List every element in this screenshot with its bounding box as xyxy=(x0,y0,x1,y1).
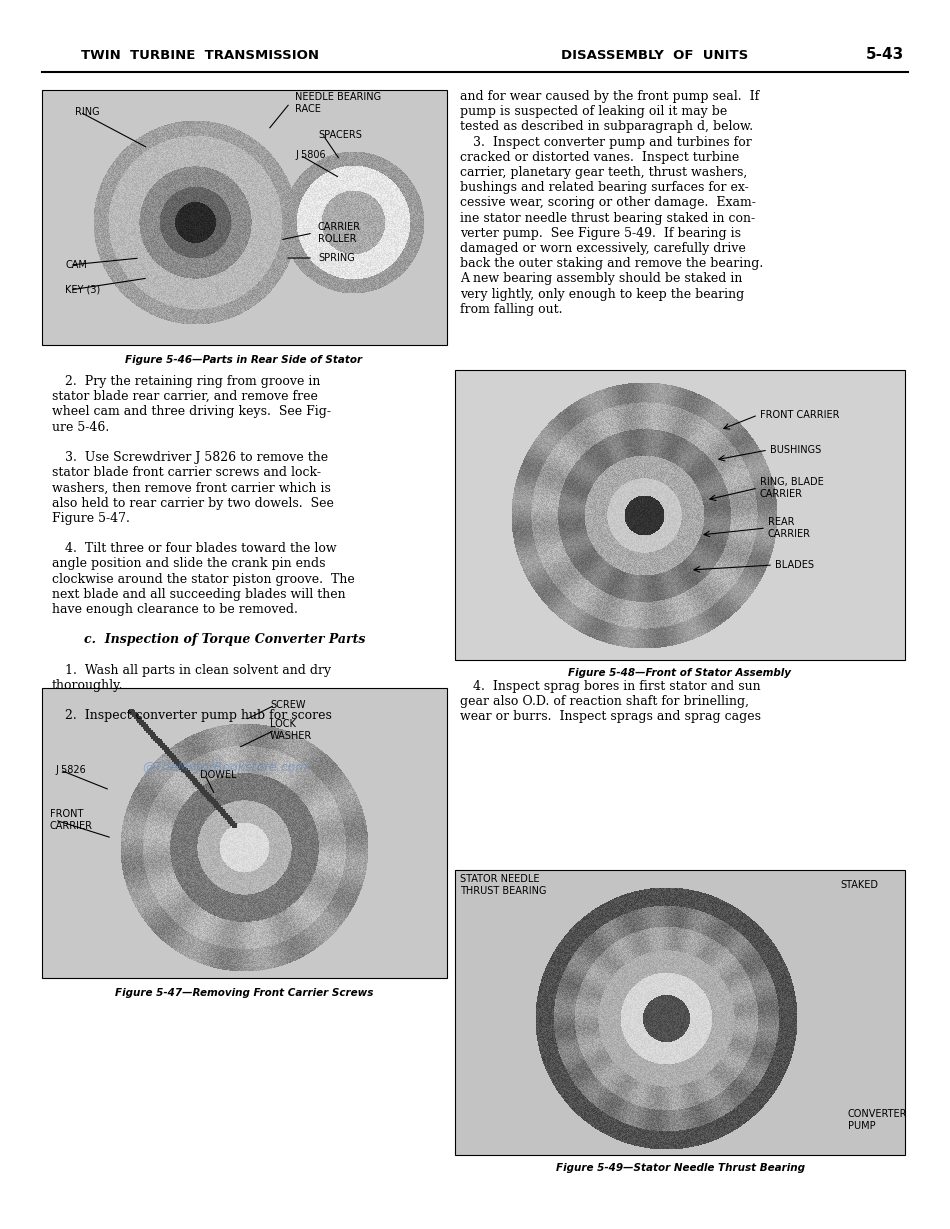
Text: Figure 5-47.: Figure 5-47. xyxy=(52,511,130,525)
Text: 3.  Use Screwdriver J 5826 to remove the: 3. Use Screwdriver J 5826 to remove the xyxy=(65,451,328,465)
Bar xyxy=(455,870,905,1155)
Text: gear also O.D. of reaction shaft for brinelling,: gear also O.D. of reaction shaft for bri… xyxy=(460,696,749,708)
Text: J 5826: J 5826 xyxy=(55,764,86,775)
Text: CAM: CAM xyxy=(65,261,86,270)
Text: CARRIER
ROLLER: CARRIER ROLLER xyxy=(318,222,361,243)
Text: Figure 5-47—Removing Front Carrier Screws: Figure 5-47—Removing Front Carrier Screw… xyxy=(115,988,373,998)
Text: NEEDLE BEARING
RACE: NEEDLE BEARING RACE xyxy=(295,92,381,114)
Bar xyxy=(455,370,905,660)
Text: back the outer staking and remove the bearing.: back the outer staking and remove the be… xyxy=(460,257,763,270)
Text: thoroughly.: thoroughly. xyxy=(52,678,124,692)
Text: angle position and slide the crank pin ends: angle position and slide the crank pin e… xyxy=(52,558,326,570)
Text: 2.  Inspect converter pump hub for scores: 2. Inspect converter pump hub for scores xyxy=(65,709,332,723)
Text: CONVERTER
PUMP: CONVERTER PUMP xyxy=(848,1110,907,1131)
Text: Figure 5-48—Front of Stator Assembly: Figure 5-48—Front of Stator Assembly xyxy=(568,669,791,678)
Bar xyxy=(42,688,447,978)
Text: c.  Inspection of Torque Converter Parts: c. Inspection of Torque Converter Parts xyxy=(85,633,366,646)
Text: FRONT CARRIER: FRONT CARRIER xyxy=(760,410,840,420)
Text: SCREW: SCREW xyxy=(270,701,306,710)
Text: carrier, planetary gear teeth, thrust washers,: carrier, planetary gear teeth, thrust wa… xyxy=(460,166,748,179)
Text: J 5806: J 5806 xyxy=(295,150,326,160)
Text: STAKED: STAKED xyxy=(840,880,878,890)
Text: cessive wear, scoring or other damage.  Exam-: cessive wear, scoring or other damage. E… xyxy=(460,197,756,209)
Text: 3.  Inspect converter pump and turbines for: 3. Inspect converter pump and turbines f… xyxy=(473,135,751,149)
Text: @TheMotorBookstore.com: @TheMotorBookstore.com xyxy=(142,760,308,773)
Text: Figure 5-49—Stator Needle Thrust Bearing: Figure 5-49—Stator Needle Thrust Bearing xyxy=(556,1163,805,1172)
Text: 1.  Wash all parts in clean solvent and dry: 1. Wash all parts in clean solvent and d… xyxy=(65,664,332,677)
Text: DISASSEMBLY  OF  UNITS: DISASSEMBLY OF UNITS xyxy=(561,49,749,61)
Text: clockwise around the stator piston groove.  The: clockwise around the stator piston groov… xyxy=(52,573,354,585)
Text: DOWEL: DOWEL xyxy=(200,771,237,780)
Text: 2.  Pry the retaining ring from groove in: 2. Pry the retaining ring from groove in xyxy=(65,375,320,388)
Text: BUSHINGS: BUSHINGS xyxy=(770,445,821,455)
Text: stator blade front carrier screws and lock-: stator blade front carrier screws and lo… xyxy=(52,466,321,479)
Text: STATOR NEEDLE
THRUST BEARING: STATOR NEEDLE THRUST BEARING xyxy=(460,874,546,896)
Text: pump is suspected of leaking oil it may be: pump is suspected of leaking oil it may … xyxy=(460,106,728,118)
Text: have enough clearance to be removed.: have enough clearance to be removed. xyxy=(52,603,298,616)
Text: from falling out.: from falling out. xyxy=(460,302,562,316)
Text: tested as described in subparagraph d, below.: tested as described in subparagraph d, b… xyxy=(460,120,753,134)
Text: and for wear caused by the front pump seal.  If: and for wear caused by the front pump se… xyxy=(460,90,759,103)
Text: wear or burrs.  Inspect sprags and sprag cages: wear or burrs. Inspect sprags and sprag … xyxy=(460,710,761,724)
Text: A new bearing assembly should be staked in: A new bearing assembly should be staked … xyxy=(460,273,742,285)
Text: SPRING: SPRING xyxy=(318,253,354,263)
Text: ure 5-46.: ure 5-46. xyxy=(52,420,109,434)
Text: KEY (3): KEY (3) xyxy=(65,285,101,295)
Text: very lightly, only enough to keep the bearing: very lightly, only enough to keep the be… xyxy=(460,288,744,301)
Text: cracked or distorted vanes.  Inspect turbine: cracked or distorted vanes. Inspect turb… xyxy=(460,151,739,163)
Text: 5-43: 5-43 xyxy=(865,47,904,61)
Text: BLADES: BLADES xyxy=(775,560,814,570)
Text: LOCK
WASHER: LOCK WASHER xyxy=(270,719,313,741)
Text: RING: RING xyxy=(75,107,100,117)
Text: RING, BLADE
CARRIER: RING, BLADE CARRIER xyxy=(760,477,824,499)
Text: washers, then remove front carrier which is: washers, then remove front carrier which… xyxy=(52,482,331,494)
Text: REAR
CARRIER: REAR CARRIER xyxy=(768,517,811,538)
Text: wheel cam and three driving keys.  See Fig-: wheel cam and three driving keys. See Fi… xyxy=(52,406,331,418)
Text: 4.  Tilt three or four blades toward the low: 4. Tilt three or four blades toward the … xyxy=(65,542,336,556)
Text: 4.  Inspect sprag bores in first stator and sun: 4. Inspect sprag bores in first stator a… xyxy=(473,680,761,693)
Text: TWIN  TURBINE  TRANSMISSION: TWIN TURBINE TRANSMISSION xyxy=(81,49,319,61)
Text: damaged or worn excessively, carefully drive: damaged or worn excessively, carefully d… xyxy=(460,242,746,254)
Bar xyxy=(42,90,447,345)
Text: Figure 5-46—Parts in Rear Side of Stator: Figure 5-46—Parts in Rear Side of Stator xyxy=(125,355,363,365)
Text: verter pump.  See Figure 5-49.  If bearing is: verter pump. See Figure 5-49. If bearing… xyxy=(460,227,741,240)
Text: ine stator needle thrust bearing staked in con-: ine stator needle thrust bearing staked … xyxy=(460,211,755,225)
Text: FRONT
CARRIER: FRONT CARRIER xyxy=(50,809,93,831)
Text: stator blade rear carrier, and remove free: stator blade rear carrier, and remove fr… xyxy=(52,390,318,403)
Text: next blade and all succeeding blades will then: next blade and all succeeding blades wil… xyxy=(52,587,346,601)
Text: also held to rear carrier by two dowels.  See: also held to rear carrier by two dowels.… xyxy=(52,497,333,510)
Text: SPACERS: SPACERS xyxy=(318,130,362,140)
Text: bushings and related bearing surfaces for ex-: bushings and related bearing surfaces fo… xyxy=(460,181,749,194)
